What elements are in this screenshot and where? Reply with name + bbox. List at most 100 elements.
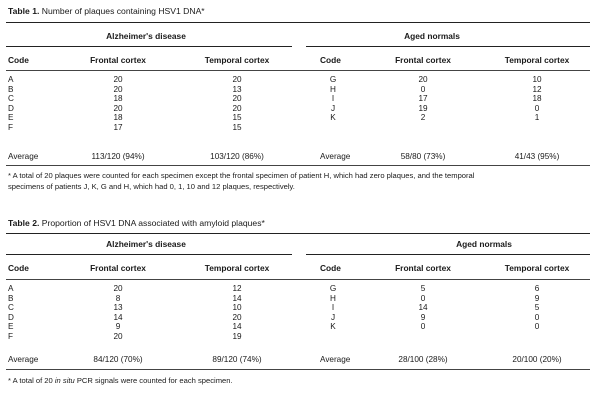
table-cell: 20 xyxy=(418,75,428,84)
table2-ad-temporal-column: 12 14 10 20 14 19 xyxy=(232,284,241,342)
table2-ad-avg-frontal: 84/120 (70%) xyxy=(93,355,143,364)
table-cell: 1 xyxy=(534,113,540,123)
table-cell: 17 xyxy=(113,122,123,132)
table1-header-code-ad: Code xyxy=(8,55,29,65)
table-cell: G xyxy=(329,75,337,84)
table1-title: Table 1. Number of plaques containing HS… xyxy=(8,6,205,16)
table1-header-code-an: Code xyxy=(320,55,341,65)
table1-ad-temporal-column: 20 13 20 20 15 15 xyxy=(232,75,241,133)
table2-group-rule-right xyxy=(306,254,590,255)
table-cell: 8 xyxy=(115,293,121,303)
table-cell: 14 xyxy=(232,322,242,332)
table-cell: B xyxy=(8,293,14,303)
table-cell: 10 xyxy=(232,303,242,313)
table2-label: Table 2. xyxy=(8,218,40,228)
table-cell: A xyxy=(8,75,14,84)
table-cell: 20 xyxy=(113,75,123,84)
table-cell: 18 xyxy=(113,94,123,104)
table1-an-frontal-column: 20 0 17 19 2 xyxy=(418,75,427,123)
table-cell: 20 xyxy=(113,84,123,94)
table-cell: 15 xyxy=(232,113,242,123)
table1-average-label-ad: Average xyxy=(8,152,39,161)
table-cell: 19 xyxy=(418,103,428,113)
table-cell: 20 xyxy=(232,312,242,322)
table1-an-code-column: G H I J K xyxy=(330,75,336,123)
table-cell: C xyxy=(8,303,14,313)
table-cell: 5 xyxy=(534,303,540,313)
table-cell: C xyxy=(8,94,14,104)
table-cell: 20 xyxy=(113,103,123,113)
table2-header-temporal-ad: Temporal cortex xyxy=(204,263,270,273)
table-cell: 0 xyxy=(534,322,540,332)
table2-title: Table 2. Proportion of HSV1 DNA associat… xyxy=(8,218,265,228)
table-cell: F xyxy=(8,122,14,132)
table-cell: K xyxy=(330,113,336,123)
table-cell: 15 xyxy=(232,122,242,132)
table-cell: 13 xyxy=(232,84,242,94)
table1-footnote-line2: specimens of patients J, K, G and H, whi… xyxy=(8,181,295,191)
table-cell: 0 xyxy=(420,293,426,303)
table2-an-temporal-column: 6 9 5 0 0 xyxy=(535,284,540,332)
table2-header-frontal-ad: Frontal cortex xyxy=(90,263,146,273)
table-cell: 10 xyxy=(532,75,542,84)
table-cell: 19 xyxy=(232,331,242,341)
table1-group-rule-right xyxy=(306,46,590,47)
table1-header-temporal-an: Temporal cortex xyxy=(504,55,570,65)
table-cell: H xyxy=(330,293,336,303)
table2-header-rule xyxy=(6,279,590,280)
table-cell: K xyxy=(330,322,336,332)
table2-header-code-an: Code xyxy=(320,263,341,273)
table-cell: 9 xyxy=(420,312,426,322)
table1-caption: Number of plaques containing HSV1 DNA* xyxy=(41,6,205,16)
table1-group-rule-left xyxy=(6,46,292,47)
table-cell: 0 xyxy=(420,84,426,94)
table-cell: 20 xyxy=(113,284,123,293)
table2-an-avg-frontal: 28/100 (28%) xyxy=(398,355,448,364)
table2-an-avg-temporal: 20/100 (20%) xyxy=(512,355,562,364)
table1-footnote-line1: * A total of 20 plaques were counted for… xyxy=(8,171,475,180)
table-cell: E xyxy=(8,322,14,332)
table1-average-label-an: Average xyxy=(320,152,351,161)
table-cell: G xyxy=(329,284,337,293)
table2-header-frontal-an: Frontal cortex xyxy=(395,263,451,273)
table-cell: 0 xyxy=(534,103,540,113)
table-cell: 13 xyxy=(113,303,123,313)
table-cell: J xyxy=(330,312,336,322)
table-cell: 9 xyxy=(115,322,121,332)
table-cell: 18 xyxy=(113,113,123,123)
table1-header-temporal-ad: Temporal cortex xyxy=(204,55,270,65)
table-cell: 14 xyxy=(418,303,428,313)
table-cell: E xyxy=(8,113,14,123)
table-cell: D xyxy=(8,312,14,322)
table1-header-rule xyxy=(6,70,590,71)
table2-group-rule-left xyxy=(6,254,292,255)
table2-header-code-ad: Code xyxy=(8,263,29,273)
table-cell: 9 xyxy=(534,293,540,303)
table1-top-rule xyxy=(6,22,590,24)
table1-an-avg-temporal: 41/43 (95%) xyxy=(514,152,560,161)
table-cell: 0 xyxy=(534,312,540,322)
table2-caption: Proportion of HSV1 DNA associated with a… xyxy=(41,218,265,228)
table-cell: F xyxy=(8,331,14,341)
table2-top-rule xyxy=(6,233,590,235)
table-cell: 18 xyxy=(532,94,542,104)
table1-group-aged-normals: Aged normals xyxy=(404,31,460,41)
table1-an-temporal-column: 10 12 18 0 1 xyxy=(532,75,541,123)
table-cell: 12 xyxy=(532,84,542,94)
table2-an-code-column: G H I J K xyxy=(330,284,336,332)
table-cell: I xyxy=(331,94,335,104)
table-cell: A xyxy=(8,284,14,293)
table-cell: 20 xyxy=(232,75,242,84)
table-cell: 14 xyxy=(232,293,242,303)
table-cell: 5 xyxy=(420,284,426,293)
table1-ad-avg-frontal: 113/120 (94%) xyxy=(91,152,145,161)
table-cell: J xyxy=(330,103,336,113)
table2-footnote-post: PCR signals were counted for each specim… xyxy=(74,376,233,385)
table2-footnote-italic: in situ xyxy=(54,376,75,385)
table2-an-frontal-column: 5 0 14 9 0 xyxy=(418,284,427,332)
table-cell: B xyxy=(8,84,14,94)
table2-header-temporal-an: Temporal cortex xyxy=(504,263,570,273)
table2-footnote-pre: * A total of 20 xyxy=(8,376,55,385)
table2-group-aged-normals: Aged normals xyxy=(456,239,512,249)
table-cell: 20 xyxy=(232,103,242,113)
